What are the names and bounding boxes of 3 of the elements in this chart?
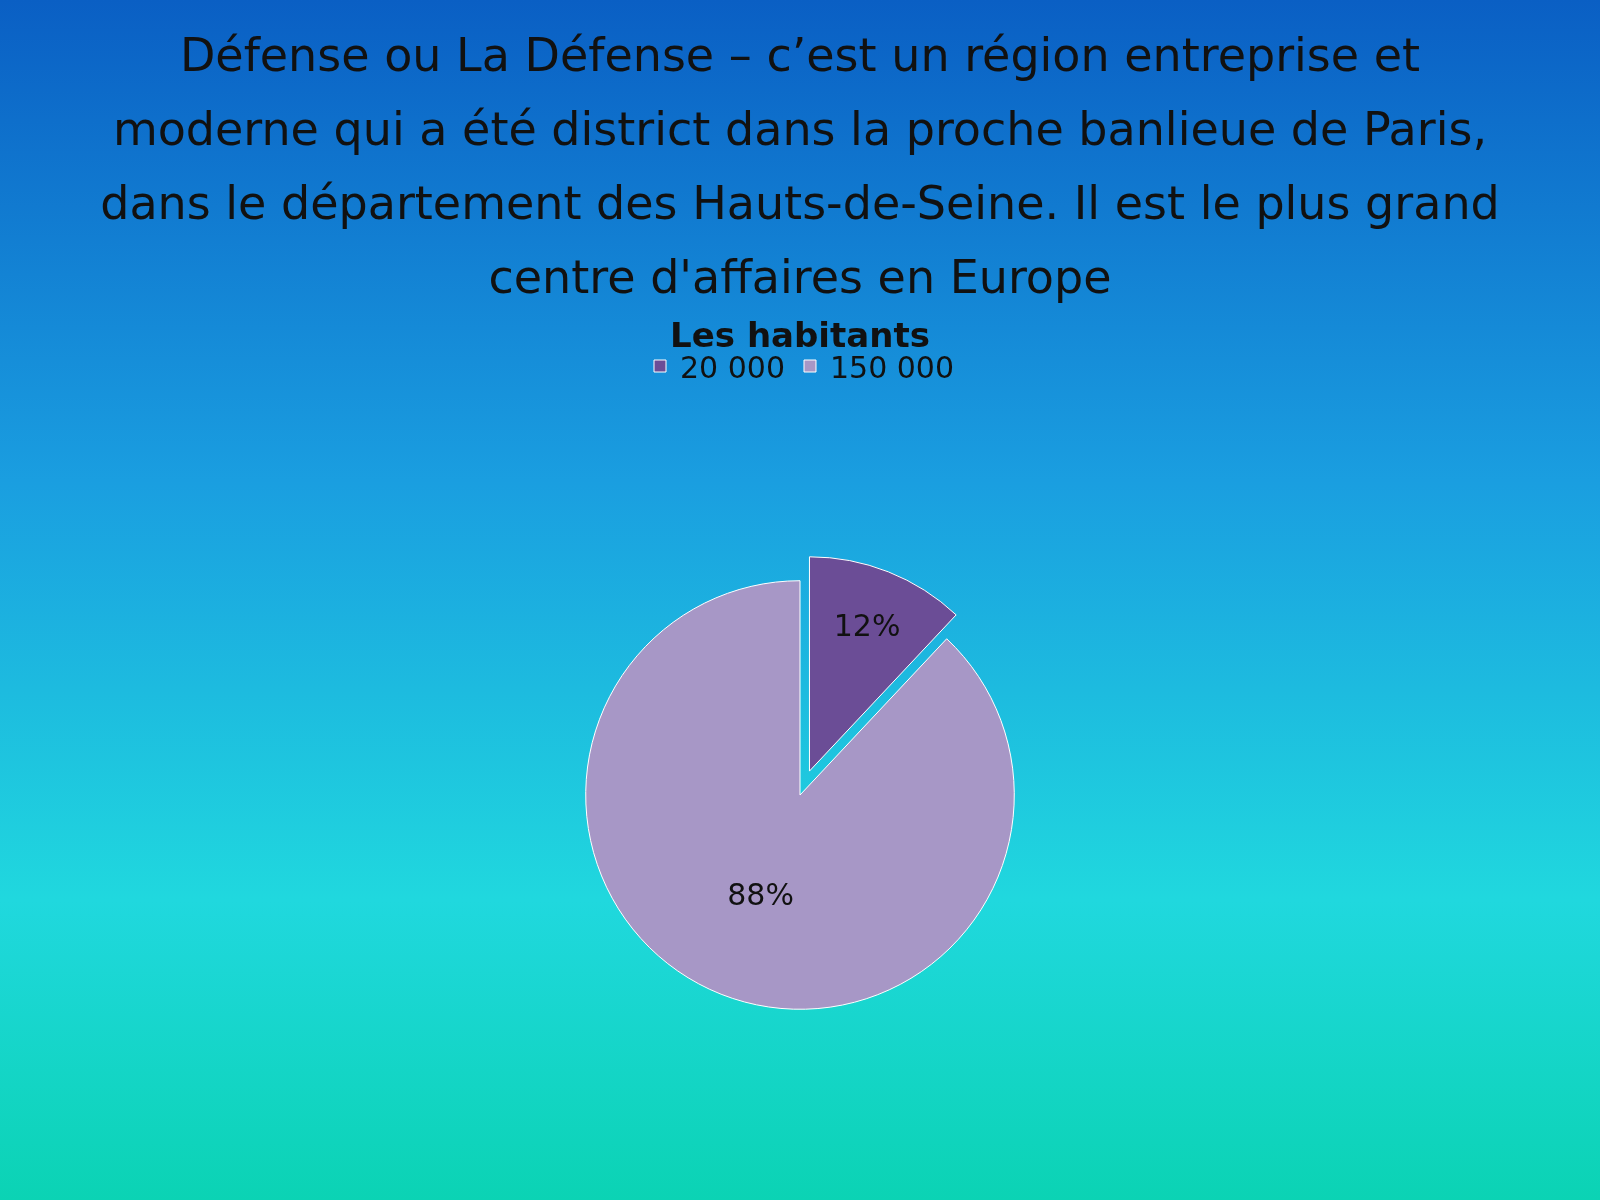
- chart-title: Défense ou La Défense – c’est un région entreprise et moderne qui a été district dans la proche banlieue de Paris, dans le département des Hauts-de-Seine. Il est le plus grand centre d'affaires en Europe: [100, 27, 1500, 306]
- data-label: 88%: [727, 877, 794, 913]
- data-label: 12%: [833, 607, 901, 643]
